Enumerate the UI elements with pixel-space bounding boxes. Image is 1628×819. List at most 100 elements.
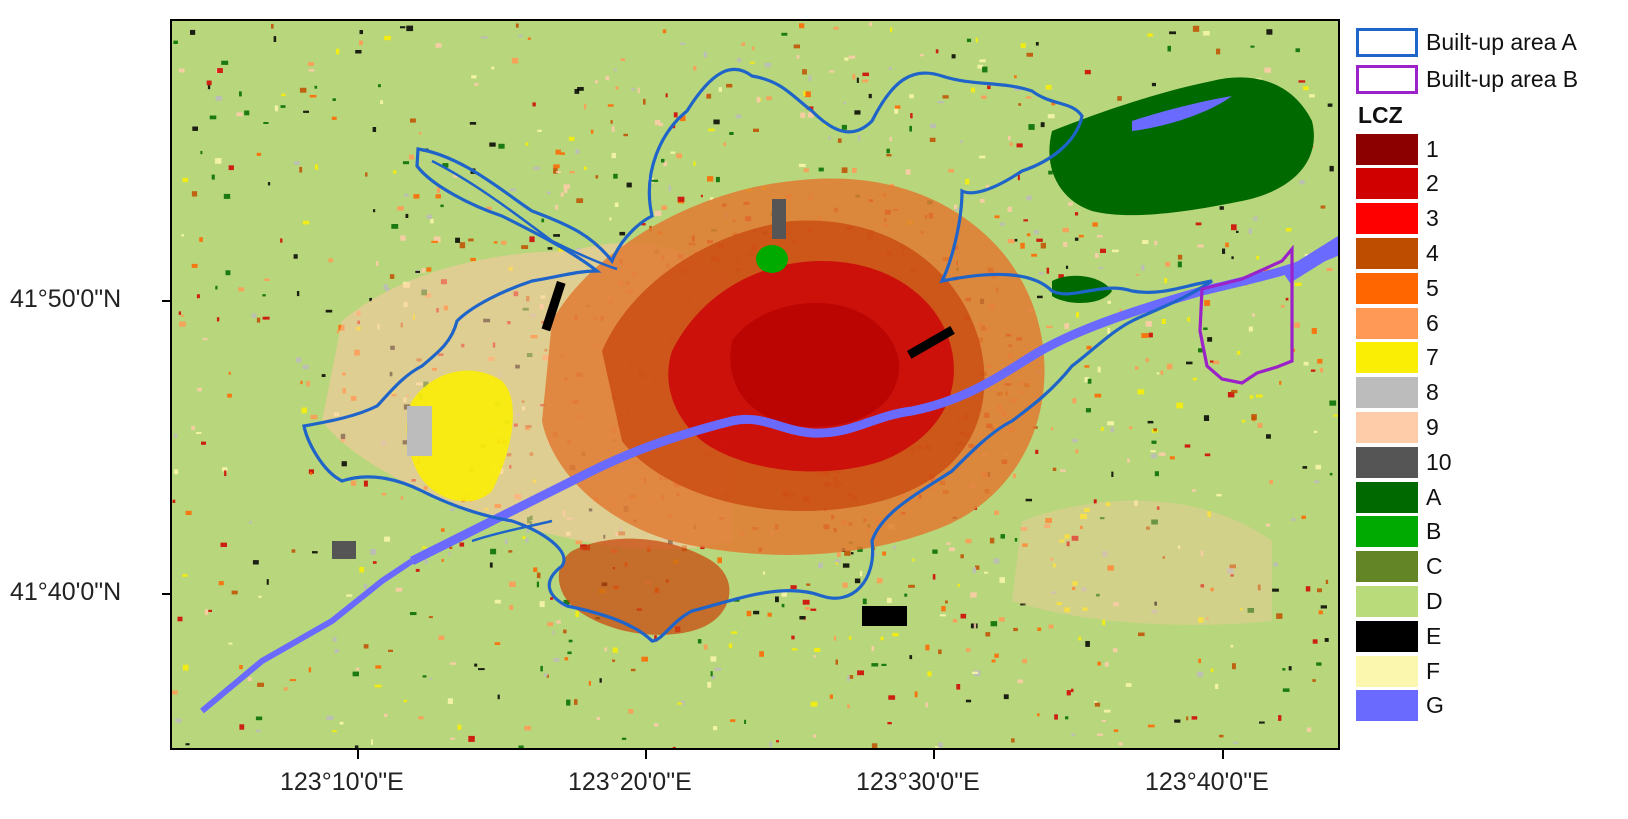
lcz-pixel bbox=[1229, 564, 1236, 569]
legend-swatch bbox=[1356, 168, 1418, 200]
lcz-pixel bbox=[803, 168, 809, 173]
lcz-pixel bbox=[1174, 719, 1181, 723]
lcz-pixel bbox=[1107, 300, 1111, 304]
lcz-pixel bbox=[807, 112, 814, 118]
lcz-map-canvas[interactable] bbox=[172, 21, 1338, 748]
lcz-pixel bbox=[1145, 321, 1152, 327]
lcz-pixel bbox=[714, 667, 722, 671]
lcz-pixel bbox=[749, 61, 755, 64]
lcz-pixel bbox=[1273, 562, 1278, 567]
lcz-pixel bbox=[673, 112, 678, 118]
lcz-pixel bbox=[546, 674, 549, 678]
lcz-pixel bbox=[442, 163, 449, 168]
lcz-pixel bbox=[1092, 222, 1098, 227]
lcz-pixel bbox=[818, 167, 824, 172]
lcz-pixel bbox=[533, 166, 540, 170]
lcz-pixel bbox=[1113, 602, 1119, 607]
lcz-pixel bbox=[1285, 228, 1292, 232]
legend-item-lcz: 2 bbox=[1356, 168, 1439, 200]
lcz-pixel bbox=[560, 602, 563, 608]
lcz-pixel bbox=[703, 51, 707, 58]
lcz-pixel bbox=[191, 263, 198, 268]
lcz-pixel bbox=[1102, 619, 1106, 626]
lcz-pixel bbox=[544, 673, 548, 677]
lcz-pixel bbox=[400, 26, 406, 29]
legend-label: 5 bbox=[1426, 274, 1439, 301]
built-up-area-a-outline bbox=[302, 67, 1213, 643]
lcz-pixel bbox=[1025, 96, 1032, 99]
lcz-pixel bbox=[965, 699, 972, 703]
lcz-pixel bbox=[1302, 466, 1308, 469]
map-panel[interactable] bbox=[170, 19, 1340, 750]
lcz-pixel bbox=[1026, 233, 1031, 237]
lcz-pixel bbox=[842, 582, 848, 588]
lcz-pixel bbox=[430, 218, 434, 224]
lcz-pixel bbox=[355, 50, 362, 54]
lcz-pixel bbox=[453, 174, 459, 178]
lcz-pixel bbox=[418, 716, 424, 720]
lcz-pixel bbox=[707, 176, 714, 182]
lcz-pixel bbox=[182, 177, 188, 183]
lcz-pixel bbox=[577, 87, 584, 91]
lcz-pixel bbox=[800, 112, 806, 118]
lcz-pixel bbox=[594, 80, 598, 84]
lcz-pixel bbox=[539, 601, 545, 608]
lcz-pixel bbox=[975, 37, 978, 43]
lcz-pixel bbox=[1215, 683, 1219, 689]
lcz-pixel bbox=[1075, 449, 1079, 454]
legend-item-built-up-b: Built-up area B bbox=[1356, 63, 1578, 95]
lcz-pixel bbox=[957, 583, 960, 587]
lcz-pixel bbox=[972, 671, 979, 674]
lcz-pixel bbox=[308, 667, 312, 673]
lcz-pixel bbox=[756, 96, 761, 103]
lcz-pixel bbox=[1192, 25, 1200, 32]
lcz-pixel bbox=[1065, 716, 1069, 720]
lcz-pixel bbox=[1045, 84, 1052, 90]
lcz-pixel bbox=[1063, 242, 1068, 247]
lcz-pixel bbox=[560, 152, 565, 155]
lcz-pixel bbox=[718, 87, 722, 92]
lcz-pixel bbox=[541, 218, 545, 223]
lcz-pixel bbox=[1312, 639, 1318, 644]
lcz-pixel bbox=[1266, 29, 1273, 35]
lcz-pixel bbox=[1078, 636, 1082, 641]
lcz-pixel bbox=[403, 699, 408, 703]
zone-e-patch bbox=[862, 606, 907, 626]
lcz-pixel bbox=[1014, 75, 1017, 79]
lcz-pixel bbox=[781, 32, 788, 36]
legend-label: C bbox=[1426, 553, 1443, 580]
lcz-pixel bbox=[759, 651, 764, 657]
lcz-pixel bbox=[1226, 568, 1234, 574]
lcz-pixel bbox=[247, 677, 252, 681]
lcz-pixel bbox=[525, 538, 529, 543]
lcz-pixel bbox=[509, 605, 514, 610]
lon-label-123-30: 123°30'0"E bbox=[856, 768, 980, 796]
lcz-pixel bbox=[310, 414, 318, 420]
legend-label: Built-up area B bbox=[1426, 65, 1579, 92]
lcz-pixel bbox=[558, 248, 565, 252]
lcz-pixel bbox=[775, 596, 779, 603]
lcz-pixel bbox=[1236, 230, 1239, 233]
lcz-pixel bbox=[222, 467, 228, 472]
lcz-pixel bbox=[665, 93, 668, 98]
lcz-pixel bbox=[574, 89, 580, 94]
lcz-pixel bbox=[844, 550, 851, 556]
lcz-pixel bbox=[769, 741, 773, 748]
lcz-pixel bbox=[1083, 508, 1090, 513]
legend-item-lcz: 7 bbox=[1356, 342, 1439, 374]
legend-label: 10 bbox=[1426, 448, 1452, 475]
lcz-pixel bbox=[215, 285, 218, 290]
lcz-pixel bbox=[256, 317, 261, 323]
legend-swatch bbox=[1356, 655, 1418, 687]
lcz-pixel bbox=[1212, 360, 1220, 365]
lcz-pixel bbox=[859, 570, 863, 577]
lcz-pixel bbox=[1269, 480, 1273, 485]
lcz-pixel bbox=[258, 595, 262, 598]
lcz-pixel bbox=[1303, 361, 1309, 366]
lcz-pixel bbox=[529, 236, 535, 243]
lcz-pixel bbox=[710, 197, 714, 201]
lcz-pixel bbox=[1230, 644, 1234, 648]
lcz-pixel bbox=[447, 698, 453, 705]
lcz-pixel bbox=[1059, 539, 1065, 543]
lcz-pixel bbox=[490, 548, 497, 555]
